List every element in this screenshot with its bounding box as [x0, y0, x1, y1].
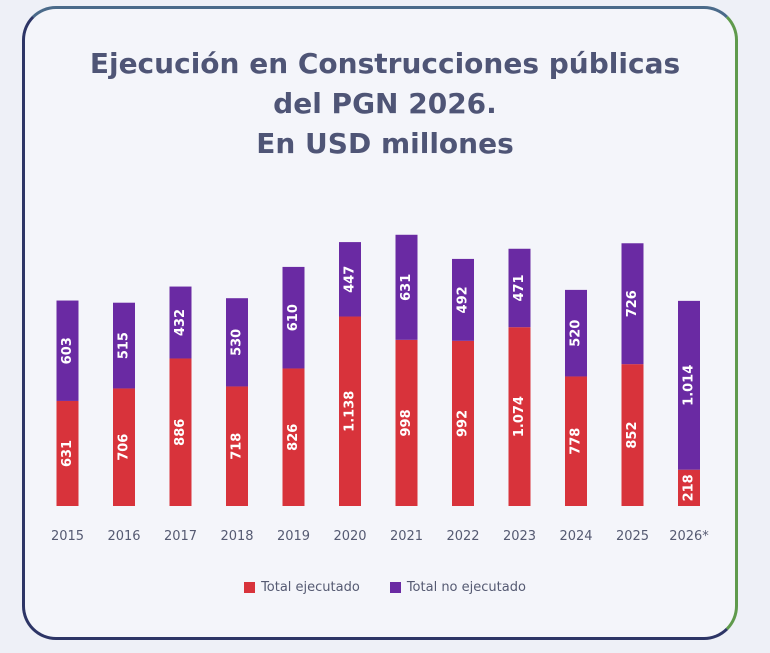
bar-executed — [395, 339, 418, 506]
data-label: 492 — [456, 286, 471, 313]
x-tick-label: 2019 — [277, 529, 310, 544]
bar-not-executed — [56, 300, 79, 401]
data-label: 1.014 — [682, 365, 697, 406]
data-label: 1.138 — [343, 391, 358, 432]
x-tick-label: 2021 — [390, 529, 423, 544]
data-label: 992 — [456, 410, 471, 437]
data-label: 778 — [569, 428, 584, 455]
x-tick-label: 2025 — [616, 529, 649, 544]
bar-not-executed — [339, 242, 361, 317]
bar-executed — [282, 368, 305, 506]
chart-title: Ejecución en Construcciones públicas del… — [0, 44, 770, 164]
bar-not-executed — [452, 258, 474, 341]
x-tick-label: 2022 — [446, 529, 479, 544]
bar-not-executed — [226, 298, 248, 387]
data-label: 726 — [625, 290, 640, 317]
bar-not-executed — [678, 300, 700, 470]
data-label: 610 — [286, 304, 301, 331]
bar-executed — [621, 364, 644, 506]
data-label: 530 — [230, 329, 245, 356]
bar-not-executed — [508, 248, 531, 328]
title-line-2: del PGN 2026. — [273, 87, 497, 120]
legend-label-executed: Total ejecutado — [261, 580, 360, 595]
data-label: 631 — [60, 440, 75, 467]
data-label: 631 — [399, 274, 414, 301]
data-label: 826 — [286, 424, 301, 451]
data-label: 852 — [625, 422, 640, 449]
bar-not-executed — [621, 243, 644, 365]
bar-executed — [226, 386, 248, 506]
bar-executed — [565, 376, 587, 506]
data-label: 998 — [399, 409, 414, 436]
x-tick-label: 2018 — [220, 529, 253, 544]
data-label: 520 — [569, 320, 584, 347]
x-tick-label: 2023 — [503, 529, 536, 544]
legend-item-not-executed: Total no ejecutado — [389, 580, 526, 595]
data-label: 706 — [117, 434, 132, 461]
chart-card — [22, 6, 738, 640]
bar-executed — [508, 327, 531, 506]
bar-not-executed — [565, 289, 587, 377]
legend-item-executed: Total ejecutado — [244, 580, 360, 595]
legend-swatch-executed — [244, 582, 256, 593]
x-tick-label: 2015 — [51, 529, 84, 544]
data-label: 603 — [60, 337, 75, 364]
title-line-3: En USD millones — [256, 127, 514, 160]
legend-label-not-executed: Total no ejecutado — [406, 580, 526, 595]
x-tick-label: 2020 — [333, 529, 366, 544]
bar-executed — [113, 388, 135, 506]
bar-executed — [56, 400, 79, 506]
bar-not-executed — [113, 302, 135, 389]
bar-not-executed — [169, 286, 192, 359]
x-tick-label: 2016 — [107, 529, 140, 544]
legend: Total ejecutado Total no ejecutado — [0, 580, 770, 595]
title-line-1: Ejecución en Construcciones públicas — [89, 47, 681, 80]
bar-executed — [169, 358, 192, 506]
data-label: 432 — [173, 309, 188, 336]
data-label: 447 — [343, 266, 358, 293]
data-label: 1.074 — [512, 396, 527, 437]
bar-executed — [339, 316, 361, 506]
bar-not-executed — [282, 266, 305, 369]
x-tick-label: 2024 — [559, 529, 592, 544]
bar-not-executed — [395, 234, 418, 340]
bar-executed — [678, 469, 700, 506]
data-label: 718 — [230, 433, 245, 460]
x-tick-label: 2026* — [669, 529, 709, 544]
bar-executed — [452, 340, 474, 506]
legend-swatch-not-executed — [389, 582, 401, 593]
x-tick-label: 2017 — [164, 529, 197, 544]
data-label: 886 — [173, 419, 188, 446]
data-label: 515 — [117, 332, 132, 359]
data-label: 218 — [682, 474, 697, 501]
data-label: 471 — [512, 274, 527, 301]
